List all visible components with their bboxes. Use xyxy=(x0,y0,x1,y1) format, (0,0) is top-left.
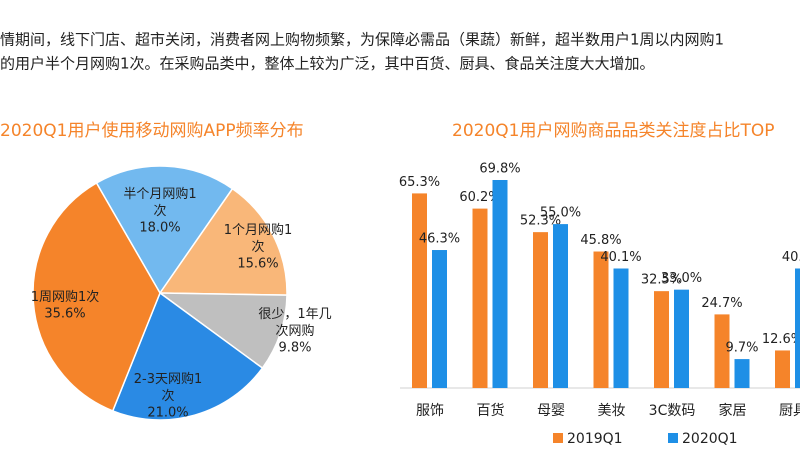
x-tick-label: 百货 xyxy=(477,402,505,419)
slice-label: 半个月网购1 次 xyxy=(123,186,196,219)
pie-slice xyxy=(158,187,288,296)
bar-value-label: 9.7% xyxy=(725,341,758,356)
slice-label-line: 次 xyxy=(153,203,166,219)
pie-slice xyxy=(32,181,161,412)
slice-label-line: 很少，1年几 xyxy=(258,307,331,322)
slice-label-line: 1周网购1次 xyxy=(31,289,100,305)
x-tick-label: 厨具 xyxy=(779,403,800,419)
bar xyxy=(432,250,447,388)
x-tick-label: 美妆 xyxy=(598,403,626,419)
bar xyxy=(613,268,629,388)
slice-value: 15.6% xyxy=(237,257,278,272)
bar xyxy=(553,224,568,388)
bar-value-label: 40.1% xyxy=(782,250,800,265)
slice-value: 18.0% xyxy=(139,221,180,236)
bar-value-label: 55.0% xyxy=(540,206,581,221)
bar xyxy=(533,232,548,388)
legend-swatch xyxy=(668,433,678,443)
slice-value: 9.8% xyxy=(278,341,311,356)
bar-value-label: 52.3% xyxy=(520,214,561,229)
intro-line: 情期间，线下门店、超市关闭，消费者网上购物频繁，为保障必需品（果蔬）新鲜，超半数… xyxy=(0,31,724,49)
pie-slice xyxy=(111,291,264,421)
x-tick-label: 3C数码 xyxy=(649,403,696,419)
slice-label: 2-3天网购1 次 xyxy=(134,371,203,404)
bar-value-label: 24.7% xyxy=(701,296,742,311)
bar xyxy=(714,314,730,388)
legend-swatch xyxy=(553,433,563,443)
slice-label-line: 次网购 xyxy=(275,323,314,339)
bar-value-label: 33.0% xyxy=(661,271,702,286)
slice-label-line: 2-3天网购1 xyxy=(134,371,203,387)
chart-title: 2020Q1用户网购商品品类关注度占比TOP xyxy=(452,121,774,141)
bar-value-label: 12.6% xyxy=(762,332,800,347)
bar xyxy=(412,193,427,388)
bar-value-label: 60.2% xyxy=(459,190,500,205)
pie-slice xyxy=(95,165,234,295)
bar xyxy=(472,208,488,388)
legend-label: 2020Q1 xyxy=(682,431,738,447)
x-tick-label: 母婴 xyxy=(537,403,565,419)
slice-label-line: 次 xyxy=(161,388,174,404)
bar xyxy=(593,251,609,388)
slice-label-line: 次 xyxy=(251,239,264,255)
pie-slice xyxy=(157,292,288,370)
bar xyxy=(734,359,750,388)
slice-label-line: 半个月网购1 xyxy=(123,186,196,202)
slice-value: 21.0% xyxy=(147,406,188,421)
bar xyxy=(492,179,508,388)
slice-value: 35.6% xyxy=(44,307,85,322)
bar xyxy=(654,291,669,388)
slice-label-line: 1个月网购1 xyxy=(224,222,293,238)
bar-value-label: 40.1% xyxy=(600,250,641,265)
legend-label: 2019Q1 xyxy=(567,431,623,447)
bar-value-label: 32.5% xyxy=(641,273,682,288)
slice-label: 1周网购1次 xyxy=(31,289,100,305)
slice-label: 很少，1年几次网购 xyxy=(258,307,331,339)
x-tick-label: 家居 xyxy=(719,402,747,419)
intro-line: 的用户半个月网购1次。在采购品类中，整体上较为广泛，其中百货、厨具、食品关注度大… xyxy=(0,55,655,73)
bar-value-label: 46.3% xyxy=(419,232,460,247)
bar xyxy=(775,350,790,388)
slice-label: 1个月网购1 次 xyxy=(224,222,293,255)
chart-title: 2020Q1用户使用移动网购APP频率分布 xyxy=(0,120,304,141)
bar-value-label: 69.8% xyxy=(479,161,520,176)
bar-value-label: 45.8% xyxy=(580,233,621,248)
bar-value-label: 65.3% xyxy=(399,175,440,190)
x-tick-label: 服饰 xyxy=(416,403,444,419)
bar xyxy=(674,289,689,388)
bar xyxy=(795,268,800,388)
